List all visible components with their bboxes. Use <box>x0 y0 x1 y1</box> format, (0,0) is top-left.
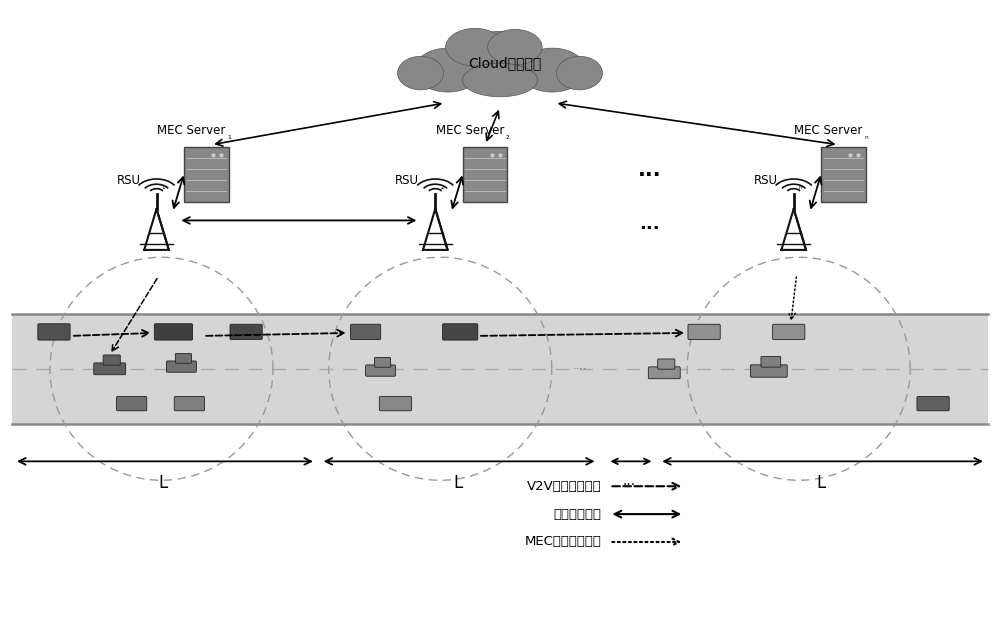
FancyBboxPatch shape <box>463 147 507 202</box>
Ellipse shape <box>446 28 504 66</box>
FancyBboxPatch shape <box>175 353 191 363</box>
Text: ....: .... <box>582 325 598 338</box>
FancyBboxPatch shape <box>38 324 70 340</box>
Text: Cloud计算资源: Cloud计算资源 <box>468 56 542 70</box>
FancyBboxPatch shape <box>761 357 781 367</box>
Text: ...: ... <box>639 215 660 233</box>
FancyBboxPatch shape <box>374 357 391 367</box>
Text: ₁: ₁ <box>227 131 231 141</box>
Text: MEC Server: MEC Server <box>157 124 226 136</box>
FancyBboxPatch shape <box>174 396 205 411</box>
Ellipse shape <box>519 48 586 92</box>
FancyBboxPatch shape <box>166 361 196 372</box>
Text: MEC Server: MEC Server <box>436 124 504 136</box>
FancyBboxPatch shape <box>94 363 126 375</box>
FancyBboxPatch shape <box>117 396 147 411</box>
Text: ...: ... <box>638 160 661 180</box>
Text: V2V传输链路传输: V2V传输链路传输 <box>527 480 602 493</box>
FancyBboxPatch shape <box>658 359 675 369</box>
FancyBboxPatch shape <box>154 324 193 340</box>
FancyBboxPatch shape <box>688 325 720 340</box>
FancyBboxPatch shape <box>366 365 395 376</box>
FancyBboxPatch shape <box>917 396 949 411</box>
Text: ...: ... <box>623 474 636 488</box>
FancyBboxPatch shape <box>379 396 412 411</box>
Text: L: L <box>816 474 825 493</box>
FancyBboxPatch shape <box>443 324 478 340</box>
Text: ₂: ₂ <box>440 182 444 191</box>
Ellipse shape <box>556 57 602 90</box>
Ellipse shape <box>462 64 538 97</box>
Ellipse shape <box>398 57 444 90</box>
Text: 回程链路传输: 回程链路传输 <box>554 508 602 521</box>
FancyBboxPatch shape <box>230 325 262 340</box>
Text: MEC计算结果传输: MEC计算结果传输 <box>525 535 602 548</box>
Text: L: L <box>454 474 463 493</box>
FancyBboxPatch shape <box>773 325 805 340</box>
Ellipse shape <box>414 48 481 92</box>
Text: MEC Server: MEC Server <box>794 124 863 136</box>
Text: RSU: RSU <box>117 174 141 187</box>
Text: L: L <box>159 474 168 493</box>
Text: RSU: RSU <box>395 174 419 187</box>
FancyBboxPatch shape <box>750 365 787 377</box>
Text: ₂: ₂ <box>506 131 510 141</box>
Text: ₙ: ₙ <box>864 131 868 141</box>
Text: RSU: RSU <box>754 174 778 187</box>
Text: ....: .... <box>572 361 587 370</box>
FancyBboxPatch shape <box>821 147 866 202</box>
Bar <box>12 314 988 423</box>
FancyBboxPatch shape <box>648 367 680 379</box>
Ellipse shape <box>488 30 542 65</box>
FancyBboxPatch shape <box>350 325 381 340</box>
FancyBboxPatch shape <box>184 147 229 202</box>
FancyBboxPatch shape <box>103 355 120 365</box>
Text: ₁: ₁ <box>162 182 165 191</box>
Ellipse shape <box>456 31 544 89</box>
Text: ₙ: ₙ <box>799 182 802 191</box>
